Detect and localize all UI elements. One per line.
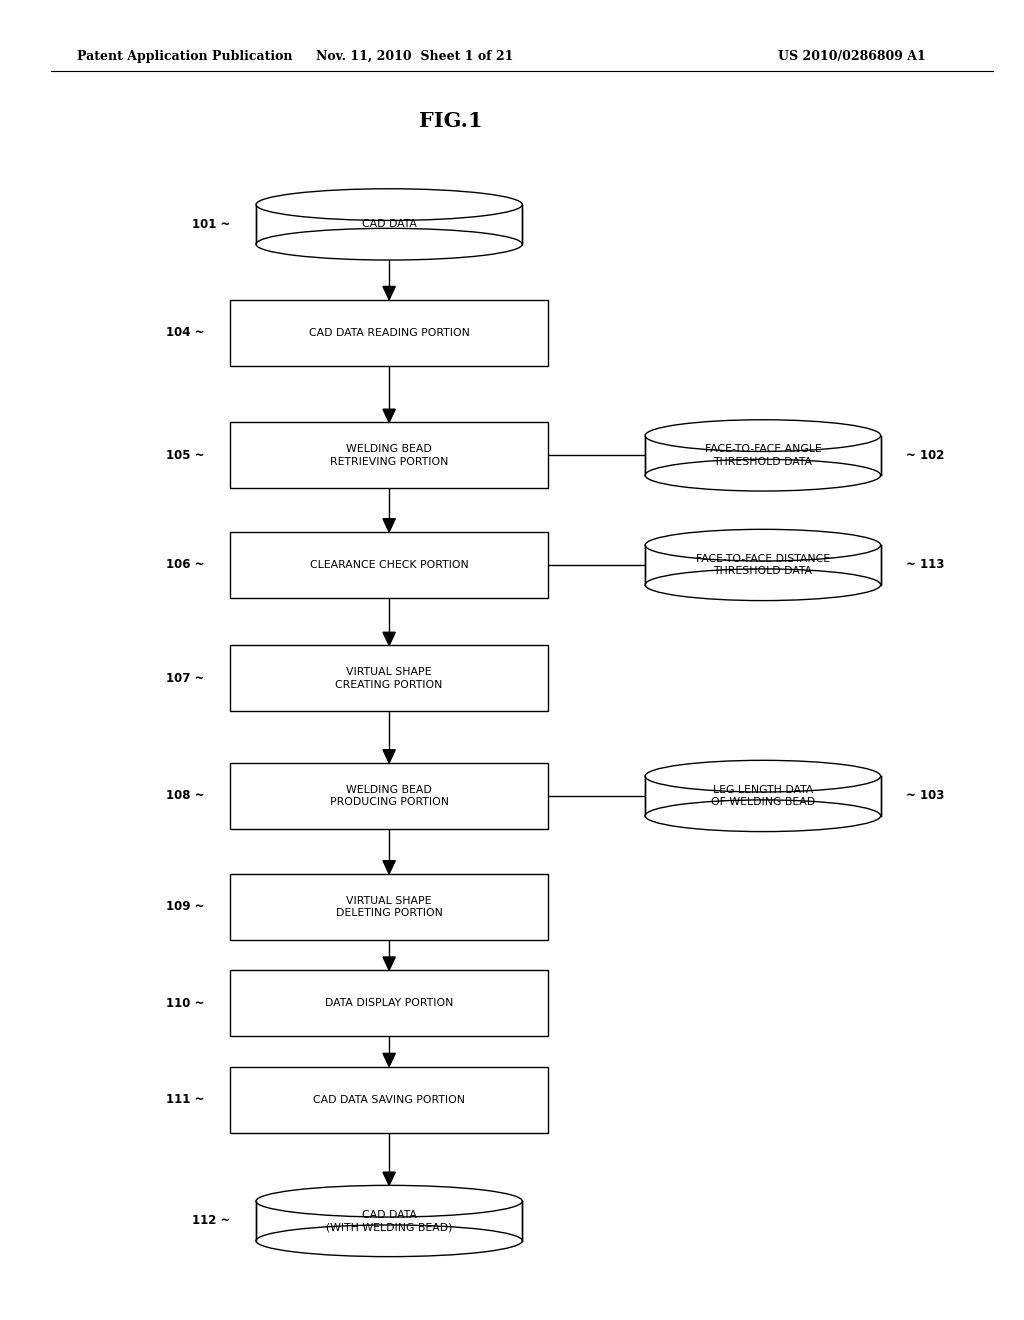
Ellipse shape: [645, 420, 881, 451]
Polygon shape: [383, 1053, 395, 1067]
Ellipse shape: [645, 569, 881, 601]
FancyBboxPatch shape: [230, 763, 548, 829]
Text: US 2010/0286809 A1: US 2010/0286809 A1: [778, 50, 926, 63]
Text: WELDING BEAD
PRODUCING PORTION: WELDING BEAD PRODUCING PORTION: [330, 785, 449, 807]
Polygon shape: [383, 957, 395, 970]
Ellipse shape: [256, 189, 522, 220]
Text: FIG.1: FIG.1: [419, 111, 482, 132]
Ellipse shape: [645, 459, 881, 491]
Ellipse shape: [645, 760, 881, 792]
Text: Nov. 11, 2010  Sheet 1 of 21: Nov. 11, 2010 Sheet 1 of 21: [316, 50, 513, 63]
Ellipse shape: [645, 529, 881, 561]
Ellipse shape: [256, 1185, 522, 1217]
FancyBboxPatch shape: [230, 970, 548, 1036]
Text: WELDING BEAD
RETRIEVING PORTION: WELDING BEAD RETRIEVING PORTION: [330, 445, 449, 466]
Text: 105 ~: 105 ~: [166, 449, 205, 462]
Text: FACE-TO-FACE ANGLE
THRESHOLD DATA: FACE-TO-FACE ANGLE THRESHOLD DATA: [705, 445, 821, 466]
Polygon shape: [645, 436, 881, 475]
Polygon shape: [383, 750, 395, 763]
Text: 107 ~: 107 ~: [167, 672, 205, 685]
Text: CLEARANCE CHECK PORTION: CLEARANCE CHECK PORTION: [309, 560, 469, 570]
FancyBboxPatch shape: [230, 1067, 548, 1133]
Text: VIRTUAL SHAPE
CREATING PORTION: VIRTUAL SHAPE CREATING PORTION: [336, 668, 442, 689]
Polygon shape: [383, 861, 395, 874]
Polygon shape: [256, 1201, 522, 1241]
Text: 109 ~: 109 ~: [166, 900, 205, 913]
Text: 111 ~: 111 ~: [167, 1093, 205, 1106]
Ellipse shape: [645, 800, 881, 832]
Polygon shape: [645, 776, 881, 816]
Text: ~ 113: ~ 113: [906, 558, 944, 572]
Text: 112 ~: 112 ~: [193, 1214, 230, 1228]
Text: 101 ~: 101 ~: [193, 218, 230, 231]
FancyBboxPatch shape: [230, 300, 548, 366]
FancyBboxPatch shape: [230, 532, 548, 598]
Polygon shape: [383, 632, 395, 645]
Polygon shape: [256, 205, 522, 244]
Text: CAD DATA SAVING PORTION: CAD DATA SAVING PORTION: [313, 1094, 465, 1105]
Text: ~ 103: ~ 103: [906, 789, 944, 803]
Text: 108 ~: 108 ~: [166, 789, 205, 803]
Polygon shape: [383, 409, 395, 422]
Text: 104 ~: 104 ~: [166, 326, 205, 339]
Polygon shape: [383, 519, 395, 532]
Text: 106 ~: 106 ~: [166, 558, 205, 572]
Text: CAD DATA
(WITH WELDING BEAD): CAD DATA (WITH WELDING BEAD): [326, 1210, 453, 1232]
Text: DATA DISPLAY PORTION: DATA DISPLAY PORTION: [325, 998, 454, 1008]
Ellipse shape: [256, 228, 522, 260]
Text: ~ 102: ~ 102: [906, 449, 944, 462]
Text: FACE-TO-FACE DISTANCE
THRESHOLD DATA: FACE-TO-FACE DISTANCE THRESHOLD DATA: [696, 554, 829, 576]
Polygon shape: [383, 1172, 395, 1185]
Text: CAD DATA READING PORTION: CAD DATA READING PORTION: [308, 327, 470, 338]
Text: 110 ~: 110 ~: [167, 997, 205, 1010]
Polygon shape: [645, 545, 881, 585]
FancyBboxPatch shape: [230, 645, 548, 711]
Ellipse shape: [256, 1225, 522, 1257]
Text: VIRTUAL SHAPE
DELETING PORTION: VIRTUAL SHAPE DELETING PORTION: [336, 896, 442, 917]
Text: CAD DATA: CAD DATA: [361, 219, 417, 230]
FancyBboxPatch shape: [230, 874, 548, 940]
FancyBboxPatch shape: [230, 422, 548, 488]
Text: LEG LENGTH DATA
OF WELDING BEAD: LEG LENGTH DATA OF WELDING BEAD: [711, 785, 815, 807]
Polygon shape: [383, 286, 395, 300]
Text: Patent Application Publication: Patent Application Publication: [77, 50, 292, 63]
